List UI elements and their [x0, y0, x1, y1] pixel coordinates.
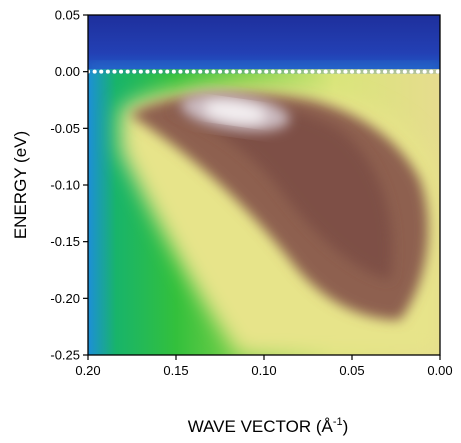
x-tick-label: 0.10 — [251, 363, 276, 378]
x-tick-label: 0.20 — [75, 363, 100, 378]
x-axis-title-exponent: -1 — [333, 416, 343, 428]
y-tick-label: 0.05 — [55, 8, 80, 23]
y-tick-label: -0.20 — [50, 291, 80, 306]
y-tick-label: -0.05 — [50, 121, 80, 136]
heatmap-image — [88, 15, 440, 355]
x-axis: 0.20 0.15 0.10 0.05 0.00 — [75, 355, 453, 378]
y-axis-title: ENERGY (eV) — [11, 131, 30, 239]
y-tick-label: -0.25 — [50, 348, 80, 363]
y-tick-label: -0.15 — [50, 234, 80, 249]
x-tick-label: 0.00 — [427, 363, 452, 378]
x-tick-label: 0.15 — [163, 363, 188, 378]
x-axis-title-close: ) — [343, 417, 349, 436]
x-axis-title: WAVE VECTOR (Å-1) — [188, 416, 349, 436]
x-tick-label: 0.05 — [339, 363, 364, 378]
y-tick-label: 0.00 — [55, 64, 80, 79]
y-axis: 0.05 0.00 -0.05 -0.10 -0.15 -0.20 -0.25 — [50, 8, 88, 363]
x-axis-title-main: WAVE VECTOR (Å — [188, 417, 334, 436]
y-tick-label: -0.10 — [50, 178, 80, 193]
